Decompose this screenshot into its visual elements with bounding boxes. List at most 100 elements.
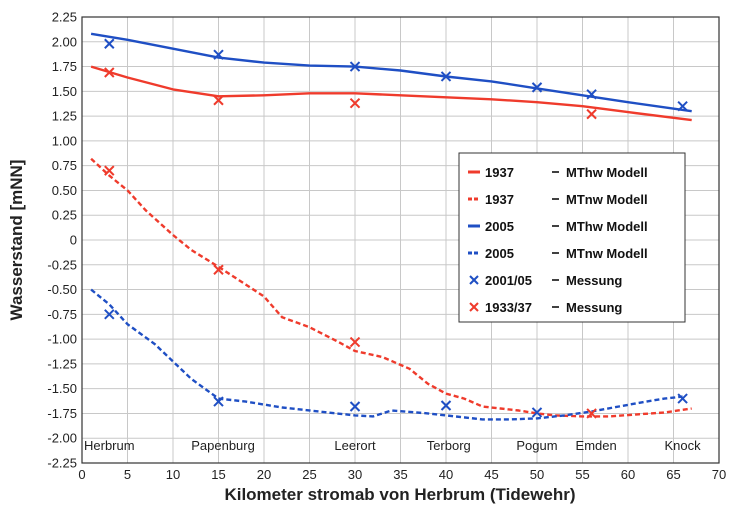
y-tick-label: 0.50 — [52, 183, 77, 198]
series-line — [90, 157, 692, 418]
y-tick-label: 1.50 — [52, 84, 77, 99]
marker-stroke — [677, 393, 688, 404]
y-tick-label: -0.75 — [47, 307, 77, 322]
x-axis-title: Kilometer stromab von Herbrum (Tidewehr) — [224, 485, 575, 504]
x-tick-label: 30 — [348, 467, 362, 482]
x-tick-label: 55 — [575, 467, 589, 482]
place-label: Papenburg — [191, 438, 255, 453]
legend-item: 2005 MTnw Modell — [468, 246, 648, 261]
marker-stroke — [213, 396, 224, 407]
measurement-point — [104, 38, 115, 49]
measurement-point — [349, 61, 361, 72]
x-tick-label: 60 — [621, 467, 635, 482]
y-tick-label: -1.50 — [47, 381, 77, 396]
measurement-point — [677, 100, 688, 112]
marker-stroke — [213, 264, 224, 275]
x-tick-label: 65 — [666, 467, 680, 482]
y-tick-label: 2.00 — [52, 34, 77, 49]
y-tick-label: -0.25 — [47, 257, 77, 272]
legend-item: 1937 MThw Modell — [468, 165, 648, 180]
legend-label: MThw Modell — [566, 165, 648, 180]
y-tick-label: -1.00 — [47, 332, 77, 347]
x-tick-label: 5 — [124, 467, 131, 482]
x-tick-labels: 0 5 10 15 20 25 30 35 40 45 50 55 60 65 70 — [78, 467, 726, 482]
series-line — [90, 65, 692, 122]
legend-label: MTnw Modell — [566, 246, 648, 261]
series-line — [90, 288, 683, 421]
legend-year: 2001/05 — [485, 273, 532, 288]
marker-stroke — [531, 82, 543, 93]
y-tick-label: 0.75 — [52, 158, 77, 173]
plot-frame — [81, 16, 720, 464]
y-tick-label: 0.25 — [52, 208, 77, 223]
legend-label: MThw Modell — [566, 219, 648, 234]
legend-marker — [469, 275, 479, 285]
marker-stroke — [531, 407, 543, 418]
legend-item: 2001/05 Messung — [469, 273, 622, 288]
x-tick-label: 35 — [393, 467, 407, 482]
y-tick-label: -2.00 — [47, 431, 77, 446]
marker-stroke — [349, 61, 361, 72]
legend-year: 2005 — [485, 246, 514, 261]
measurement-point — [213, 264, 224, 275]
x-tick-label: 40 — [439, 467, 453, 482]
measurement-point — [531, 407, 543, 418]
place-label: Leerort — [334, 438, 376, 453]
measurement-point — [586, 108, 597, 120]
y-tick-label: 2.25 — [52, 10, 77, 25]
legend-box — [458, 152, 686, 323]
marker-stroke — [104, 38, 115, 49]
legend-item: 2005 MThw Modell — [468, 219, 648, 234]
y-tick-label: 1.25 — [52, 109, 77, 124]
marker-stroke — [349, 336, 361, 348]
marker-stroke — [440, 71, 452, 82]
place-label: Terborg — [427, 438, 471, 453]
y-tick-label: 0 — [70, 233, 77, 248]
marker-stroke — [104, 309, 115, 320]
legend-item: 1933/37 Messung — [469, 300, 622, 315]
marker-stroke — [586, 89, 597, 100]
place-label: Herbrum — [84, 438, 135, 453]
legend-year: 1933/37 — [485, 300, 532, 315]
measurement-point — [531, 82, 543, 93]
y-axis-title: Wasserstand [mNN] — [7, 160, 26, 321]
measurement-point — [586, 408, 597, 419]
marker-stroke — [677, 100, 688, 112]
y-tick-labels: 2.25 2.00 1.75 1.50 1.25 1.00 0.75 0.50 0.25 0 -0.… — [47, 10, 77, 471]
measurement-point — [349, 98, 361, 109]
x-tick-label: 70 — [712, 467, 726, 482]
y-tick-label: -2.25 — [47, 456, 77, 471]
measurement-point — [104, 67, 115, 78]
measurement-point — [213, 95, 224, 106]
marker-stroke — [349, 401, 361, 412]
marker-stroke — [213, 95, 224, 106]
y-tick-label: -1.25 — [47, 356, 77, 371]
measurement-point — [586, 89, 597, 100]
y-tick-label: 1.75 — [52, 59, 77, 74]
y-tick-label: 1.00 — [52, 133, 77, 148]
x-tick-label: 15 — [211, 467, 225, 482]
measurement-point — [104, 309, 115, 320]
measurement-point — [440, 400, 452, 411]
place-labels: Herbrum Papenburg Leerort Terborg Pogum Emden… — [84, 438, 701, 453]
marker-stroke — [586, 108, 597, 120]
x-tick-label: 25 — [302, 467, 316, 482]
legend-year: 1937 — [485, 192, 514, 207]
legend: 1937 MThw Modell 1937 MTnw Modell 2005 MThw M… — [458, 152, 686, 323]
series-lines — [90, 32, 692, 421]
measurement-point — [349, 401, 361, 412]
y-tick-label: -0.50 — [47, 282, 77, 297]
legend-item: 1937 MTnw Modell — [468, 192, 648, 207]
place-label: Knock — [665, 438, 702, 453]
place-label: Emden — [576, 438, 617, 453]
marker-stroke — [586, 408, 597, 419]
marker-stroke — [104, 67, 115, 78]
series-line — [90, 32, 692, 113]
legend-label: Messung — [566, 273, 622, 288]
measurement-point — [213, 396, 224, 407]
marker-stroke — [104, 165, 115, 176]
place-label: Pogum — [516, 438, 557, 453]
measurement-point — [440, 71, 452, 82]
x-tick-label: 20 — [257, 467, 271, 482]
